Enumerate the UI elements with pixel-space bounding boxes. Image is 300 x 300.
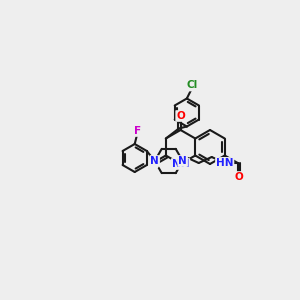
Text: NH: NH <box>172 159 189 169</box>
Text: F: F <box>134 126 141 136</box>
Text: O: O <box>234 172 243 182</box>
Text: N: N <box>178 156 187 166</box>
Text: O: O <box>176 111 185 121</box>
Text: Cl: Cl <box>186 80 197 91</box>
Text: H: H <box>221 158 229 168</box>
Text: HN: HN <box>216 158 233 168</box>
Text: S: S <box>150 158 158 167</box>
Text: N: N <box>150 156 159 166</box>
